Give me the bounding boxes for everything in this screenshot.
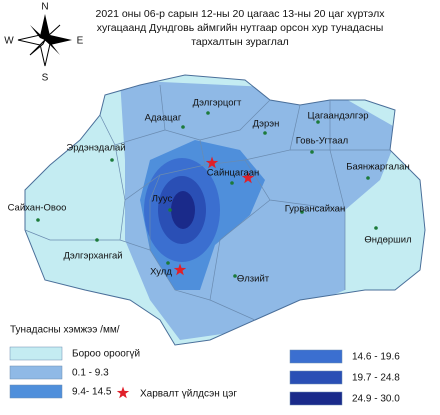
lightning-star bbox=[173, 263, 187, 276]
legend-label: 24.9 - 30.0 bbox=[352, 394, 400, 405]
place-label: Сайхан-Овоо bbox=[8, 203, 67, 214]
place-label: Баянжаргалан bbox=[346, 162, 409, 173]
legend-swatch bbox=[9, 346, 63, 361]
legend-label: 19.7 - 24.8 bbox=[352, 373, 400, 384]
place-label: Сайнцагаан bbox=[207, 168, 260, 179]
lightning-star bbox=[116, 386, 130, 399]
place-label: Цагаандэлгэр bbox=[307, 111, 368, 122]
legend-label: Бороо ороогүй bbox=[72, 349, 140, 360]
district-borders bbox=[24, 84, 390, 321]
place-label: Дэлгэрцогт bbox=[193, 98, 242, 109]
place-label: Адаацаг bbox=[145, 113, 182, 124]
legend-swatch bbox=[289, 391, 343, 406]
compass-s: S bbox=[42, 73, 49, 84]
legend-swatch bbox=[9, 365, 63, 380]
place-label: Луус bbox=[152, 194, 173, 205]
legend-label: 9.4- 14.5 bbox=[72, 387, 112, 398]
place-label: Өндөршил bbox=[364, 235, 411, 246]
title-line: хугацаанд Дундговь аймгийн нутгаар орсон… bbox=[97, 22, 384, 34]
soum-centers bbox=[36, 111, 378, 278]
legend: Бороо ороогүй 0.1 - 9.3 9.4- 14.5 14.6 - 19… bbox=[9, 346, 400, 406]
place-label: Эрдэнэдалай bbox=[66, 143, 125, 154]
compass-w: W bbox=[4, 36, 14, 47]
legend-label: 14.6 - 19.6 bbox=[352, 352, 400, 363]
lightning-star bbox=[241, 171, 255, 184]
title-line: 2021 оны 06-р сарын 12-ны 20 цагаас 13-н… bbox=[96, 8, 386, 20]
lightning-star bbox=[205, 156, 219, 169]
place-label: Хулд bbox=[150, 267, 172, 278]
place-label: Өлзийт bbox=[237, 274, 270, 285]
place-label: Дэлгэрхангай bbox=[63, 251, 122, 262]
legend-lightning-label: Харвалт үйлдсэн цэг bbox=[140, 389, 237, 400]
legend-title: Тунадасны хэмжээ /мм/ bbox=[10, 325, 120, 336]
place-label: Говь-Угтаал bbox=[296, 136, 348, 147]
compass: N E S W bbox=[4, 2, 83, 84]
legend-swatch bbox=[9, 384, 63, 399]
compass-n: N bbox=[41, 2, 48, 13]
legend-swatch bbox=[289, 349, 343, 364]
legend-swatch bbox=[289, 370, 343, 385]
compass-e: E bbox=[77, 36, 84, 47]
place-label: Дэрэн bbox=[253, 119, 280, 130]
place-label: Гурвансайхан bbox=[285, 204, 345, 215]
title-line: тархалтын зураглал bbox=[191, 36, 289, 48]
lightning-points bbox=[116, 156, 255, 399]
legend-label: 0.1 - 9.3 bbox=[72, 368, 109, 379]
